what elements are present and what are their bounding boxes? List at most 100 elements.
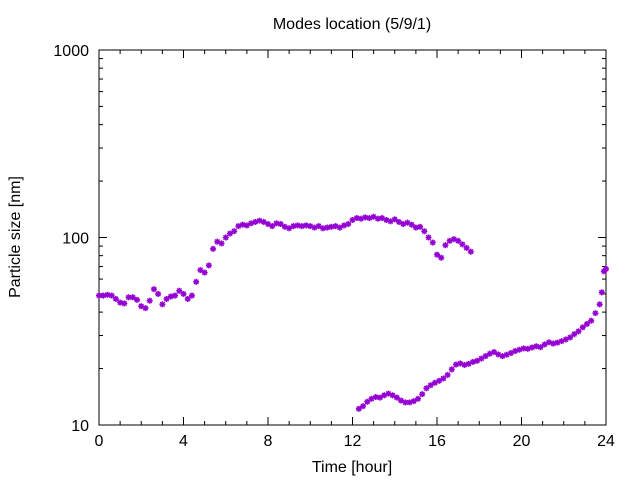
data-point	[389, 392, 396, 399]
data-point	[444, 371, 451, 378]
data-point	[434, 251, 440, 258]
y-tick-label: 100	[62, 231, 89, 248]
data-point	[364, 398, 371, 405]
data-point	[537, 344, 544, 351]
data-point	[414, 395, 421, 402]
data-point	[142, 305, 149, 312]
data-point	[355, 405, 362, 412]
data-point	[579, 324, 586, 331]
data-point	[121, 300, 128, 307]
data-point	[376, 394, 383, 401]
data-point	[421, 228, 428, 235]
data-point	[429, 239, 436, 246]
data-point	[345, 221, 352, 228]
x-tick-label: 20	[513, 433, 531, 450]
data-point	[134, 296, 141, 303]
data-point	[129, 294, 136, 301]
data-point	[222, 234, 229, 241]
data-point	[571, 331, 578, 338]
data-point	[374, 215, 381, 222]
data-point	[419, 391, 426, 398]
axis-ticks	[98, 50, 607, 426]
data-point	[482, 353, 489, 360]
x-axis-label: Time [hour]	[312, 459, 392, 476]
data-point	[598, 289, 605, 296]
data-point	[155, 290, 162, 297]
data-point	[408, 221, 415, 228]
data-point	[112, 295, 119, 302]
data-point	[410, 398, 417, 405]
data-point	[545, 339, 552, 346]
data-point	[491, 349, 498, 356]
data-point	[201, 269, 208, 276]
data-point	[324, 224, 331, 231]
data-point	[100, 292, 107, 299]
data-point	[353, 215, 360, 222]
data-point	[478, 355, 485, 362]
chart-title: Modes location (5/9/1)	[273, 16, 431, 33]
data-point	[592, 310, 599, 317]
data-point	[417, 223, 424, 230]
data-point	[218, 240, 225, 247]
data-point	[588, 317, 595, 324]
y-tick-label: 10	[71, 418, 89, 435]
data-point	[243, 222, 250, 229]
data-point	[193, 278, 200, 285]
data-points	[96, 213, 609, 412]
data-point	[108, 292, 115, 299]
data-point	[448, 366, 455, 373]
data-point	[184, 295, 191, 302]
data-point	[461, 361, 468, 368]
data-point	[159, 301, 166, 308]
data-point	[269, 223, 276, 230]
y-tick-label: 1000	[53, 43, 89, 60]
x-tick-label: 4	[179, 433, 188, 450]
x-tick-label: 8	[264, 433, 273, 450]
x-tick-label: 24	[597, 433, 615, 450]
data-point	[172, 292, 179, 299]
data-point	[372, 394, 379, 401]
data-point	[603, 265, 609, 272]
data-point	[467, 248, 474, 255]
plot-frame	[98, 49, 607, 426]
data-point	[205, 262, 212, 269]
data-point	[567, 334, 574, 341]
data-point	[469, 358, 476, 365]
data-point	[427, 382, 434, 389]
x-tick-label: 16	[428, 433, 446, 450]
data-point	[583, 320, 590, 327]
data-point	[463, 244, 470, 251]
data-point	[459, 241, 466, 248]
y-axis-label: Particle size [nm]	[7, 176, 24, 298]
x-tick-label: 0	[95, 433, 104, 450]
data-point	[596, 301, 603, 308]
data-point	[146, 297, 153, 304]
data-point	[455, 237, 462, 244]
data-point	[197, 267, 204, 274]
y-tick-labels: 10 100 1000	[53, 43, 89, 435]
data-point	[436, 377, 443, 384]
data-point	[226, 230, 233, 237]
data-point	[442, 242, 449, 249]
data-point	[393, 394, 400, 401]
data-point	[423, 385, 430, 392]
data-point	[188, 292, 195, 299]
data-point	[163, 295, 170, 302]
data-point	[391, 216, 398, 223]
data-point	[210, 245, 217, 252]
x-tick-labels: 0 4 8 12 16 20 24	[95, 433, 615, 450]
x-tick-label: 12	[344, 433, 362, 450]
data-point	[231, 228, 238, 235]
data-point	[277, 221, 284, 228]
data-point	[180, 290, 187, 297]
data-point	[575, 328, 582, 335]
data-point	[248, 220, 255, 227]
data-point	[357, 215, 364, 222]
data-point	[438, 254, 445, 261]
data-point	[176, 287, 183, 294]
data-point	[425, 234, 432, 241]
data-point	[541, 341, 548, 348]
data-point	[150, 286, 157, 293]
data-point	[360, 403, 367, 410]
